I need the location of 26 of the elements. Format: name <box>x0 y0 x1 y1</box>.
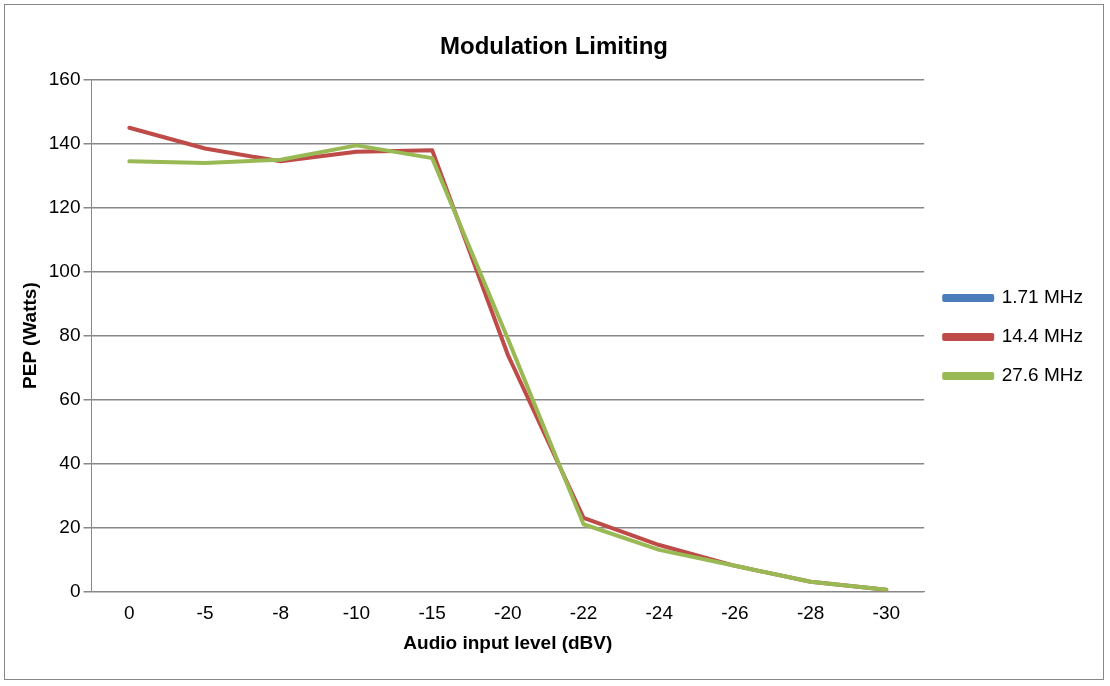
y-tick-label: 40 <box>59 451 81 473</box>
x-tick-label: -24 <box>645 602 674 624</box>
y-tick-label: 0 <box>69 579 81 601</box>
legend-label: 1.71 MHz <box>1001 286 1084 308</box>
x-tick-label: -15 <box>418 602 446 624</box>
y-tick-label: 160 <box>48 68 81 90</box>
y-tick-label: 80 <box>59 323 81 345</box>
x-tick-label: -10 <box>342 602 371 624</box>
y-tick-label: 100 <box>48 259 81 281</box>
x-axis-title: Audio input level (dBV) <box>403 631 613 653</box>
y-tick-label: 120 <box>48 195 81 217</box>
x-tick-label: -20 <box>494 602 522 624</box>
legend-label: 14.4 MHz <box>1001 325 1084 347</box>
y-tick-label: 20 <box>59 515 81 537</box>
x-tick-label: -5 <box>196 602 214 624</box>
x-tick-label: -26 <box>721 602 749 624</box>
x-tick-label: -30 <box>872 602 901 624</box>
y-tick-label: 140 <box>48 131 81 153</box>
y-axis-title: PEP (Watts) <box>18 282 40 389</box>
legend-label: 27.6 MHz <box>1001 364 1084 386</box>
y-tick-label: 60 <box>59 387 81 409</box>
x-tick-label: -22 <box>569 602 598 624</box>
chart-title: Modulation Limiting <box>440 32 668 60</box>
x-tick-label: -28 <box>796 602 825 624</box>
x-tick-label: -8 <box>272 602 290 624</box>
x-tick-label: 0 <box>124 602 135 624</box>
